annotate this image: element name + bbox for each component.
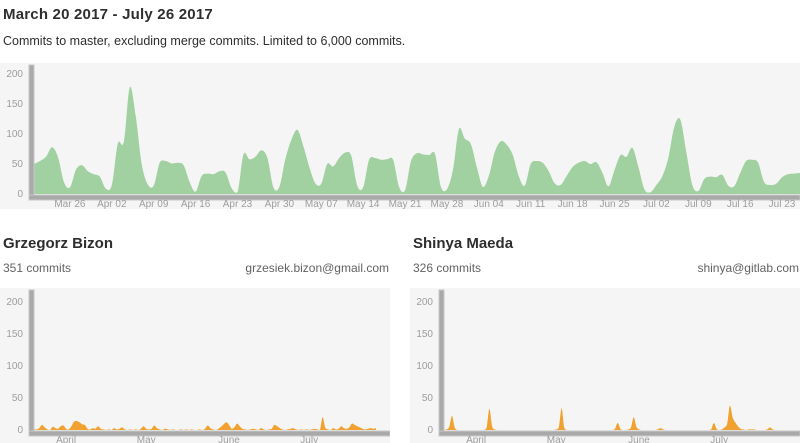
contributors-row: Grzegorz Bizon 351 commits grzesiek.bizo…: [0, 235, 800, 443]
chart-background: [410, 288, 800, 443]
x-axis-tick-label: Jul 16: [727, 199, 754, 209]
contributor-chart: 0 50 100 150 200 April May June July: [0, 288, 390, 443]
y-axis-tick-label: 100: [6, 129, 23, 140]
contributor-name: Shinya Maeda: [413, 235, 514, 252]
y-axis-bar: [28, 289, 35, 437]
y-axis-tick-label: 200: [6, 297, 23, 308]
x-axis-tick-label: Jun 18: [558, 199, 588, 209]
x-axis-bar: [28, 194, 800, 201]
x-axis-tick-label: Apr 02: [97, 199, 127, 209]
y-axis-tick-label: 150: [416, 329, 433, 340]
y-axis-tick-label: 50: [422, 393, 434, 404]
y-axis-tick-label: 0: [427, 425, 433, 436]
x-axis-tick-label: Apr 09: [139, 199, 169, 209]
y-axis-tick-label: 100: [6, 361, 23, 372]
y-axis-tick-label: 100: [416, 361, 433, 372]
master-commits-chart-svg[interactable]: 0 50 100 150 200 Mar 26 Apr 02 Apr 09 Apr 16 Apr …: [0, 63, 800, 209]
y-axis-tick-label: 200: [416, 297, 433, 308]
x-axis-tick-label: May 21: [389, 199, 422, 209]
contributor-commit-count: 326 commits: [413, 261, 482, 275]
x-axis-tick-label: Jul 09: [685, 199, 712, 209]
y-axis-bar: [28, 64, 35, 201]
x-axis-bar: [28, 430, 390, 437]
y-axis-tick-label: 0: [17, 189, 23, 200]
master-commits-chart[interactable]: 0 50 100 150 200 Mar 26 Apr 02 Apr 09 Apr 16 Apr …: [0, 63, 800, 209]
x-axis-tick-label: Mar 26: [54, 199, 86, 209]
contributor-email: shinya@gitlab.com: [697, 261, 799, 275]
y-axis-tick-label: 150: [6, 329, 23, 340]
contributor-commit-count: 351 commits: [3, 261, 72, 275]
x-axis-tick-label: May 28: [431, 199, 464, 209]
x-axis-tick-label: June: [628, 435, 650, 443]
x-axis-tick-label: May: [547, 435, 566, 443]
y-axis-bar: [438, 289, 445, 437]
contributor-meta: 326 commits shinya@gitlab.com: [410, 261, 800, 275]
page-subtitle: Commits to master, excluding merge commi…: [3, 34, 406, 48]
contributor-name: Grzegorz Bizon: [3, 235, 114, 252]
x-axis-tick-label: May 07: [305, 199, 338, 209]
grzegorz-bizon-commits-area: [34, 417, 376, 430]
x-axis-tick-label: May 14: [347, 199, 380, 209]
chart-background: [0, 288, 390, 443]
x-axis-tick-label: Jun 11: [516, 199, 546, 209]
x-axis-tick-label: May: [137, 435, 156, 443]
x-axis-tick-label: Jul 23: [769, 199, 796, 209]
y-axis-tick-label: 50: [12, 159, 24, 170]
y-axis-tick-label: 150: [6, 99, 23, 110]
x-axis-tick-label: July: [710, 435, 728, 443]
y-axis-tick-label: 0: [17, 425, 23, 436]
x-axis-tick-label: July: [300, 435, 318, 443]
x-axis-tick-label: Apr 23: [223, 199, 253, 209]
y-axis-tick-label: 50: [12, 393, 24, 404]
page-header: March 20 2017 - July 26 2017 Commits to …: [0, 0, 800, 48]
x-axis-tick-label: April: [56, 435, 76, 443]
date-range-title: March 20 2017 - July 26 2017: [3, 6, 213, 23]
x-axis-tick-label: Jul 02: [643, 199, 670, 209]
contributor-card-grzegorz-bizon: Grzegorz Bizon 351 commits grzesiek.bizo…: [0, 235, 390, 443]
contributor-meta: 351 commits grzesiek.bizon@gmail.com: [0, 261, 390, 275]
x-axis-bar: [438, 430, 800, 437]
x-axis-tick-label: Jun 25: [599, 199, 629, 209]
x-axis-tick-label: Apr 30: [265, 199, 295, 209]
master-commits-area: [34, 86, 800, 194]
contributor-chart: 0 50 100 150 200 April May June July: [410, 288, 800, 443]
contributor-email: grzesiek.bizon@gmail.com: [245, 261, 389, 275]
x-axis-tick-label: Apr 16: [181, 199, 211, 209]
x-axis-tick-label: April: [466, 435, 486, 443]
contributor-card-shinya-maeda: Shinya Maeda 326 commits shinya@gitlab.c…: [410, 235, 800, 443]
contributor-chart-svg: 0 50 100 150 200 April May June July: [0, 288, 390, 443]
contributor-chart-svg: 0 50 100 150 200 April May June July: [410, 288, 800, 443]
x-axis-tick-label: June: [218, 435, 240, 443]
y-axis-tick-label: 200: [6, 69, 23, 80]
x-axis-tick-label: Jun 04: [474, 199, 504, 209]
